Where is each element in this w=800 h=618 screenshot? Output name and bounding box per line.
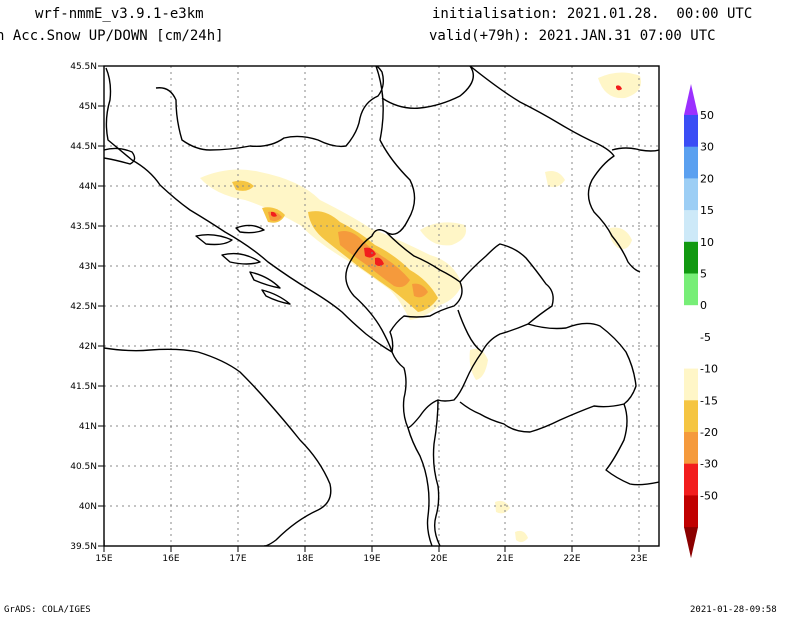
init-time: initialisation: 2021.01.28. 00:00 UTC [432, 6, 753, 22]
lat-label: 42N [79, 342, 97, 352]
snow-band-light [545, 171, 565, 188]
snow-band-strong [412, 283, 428, 298]
lat-label: 39.5N [70, 542, 97, 552]
coastline [104, 147, 136, 165]
lat-label: 45N [79, 102, 97, 112]
colorbar-swatch [684, 400, 698, 433]
lat-label: 43N [79, 262, 97, 272]
lat-label: 43.5N [70, 222, 97, 232]
lon-labels: 15E 16E 17E 18E 19E 20E 21E 22E 23E [95, 554, 647, 564]
colorbar-label: 10 [700, 236, 714, 249]
colorbar-swatch [684, 336, 698, 370]
snow-band-light [280, 183, 298, 202]
model-name: wrf-nmmE_v3.9.1-e3km [35, 6, 204, 22]
colorbar-cap-bottom [684, 527, 698, 559]
lon-label: 17E [229, 554, 246, 564]
island [235, 224, 265, 234]
border [345, 66, 416, 353]
render-timestamp: 2021-01-28-09:58 [690, 605, 777, 615]
lon-label: 20E [430, 554, 447, 564]
colorbar-label: -15 [700, 394, 718, 407]
snow-band-peak [375, 257, 384, 266]
colorbar [684, 84, 698, 559]
colorbar-label: 20 [700, 172, 714, 185]
island [221, 252, 261, 265]
colorbar-swatch [684, 241, 698, 274]
island [249, 271, 281, 289]
colorbar-swatch [684, 115, 698, 148]
colorbar-swatch [684, 305, 698, 338]
colorbar-swatch [684, 178, 698, 211]
lat-label: 41N [79, 422, 97, 432]
border [457, 243, 554, 353]
border [432, 399, 441, 546]
colorbar-label: 30 [700, 141, 714, 154]
snow-band-light [495, 500, 510, 514]
colorbar-label: 50 [700, 109, 714, 122]
border [469, 66, 641, 273]
lat-label: 41.5N [70, 382, 97, 392]
colorbar-label: -30 [700, 458, 718, 471]
lon-label: 16E [162, 554, 179, 564]
colorbar-label: 5 [700, 268, 707, 281]
lon-label: 22E [563, 554, 580, 564]
border [605, 403, 659, 486]
lon-label: 19E [363, 554, 380, 564]
boundaries [104, 66, 659, 546]
colorbar-swatch [684, 210, 698, 243]
graticule [104, 66, 659, 546]
lon-label: 15E [95, 554, 112, 564]
colorbar-label: 15 [700, 204, 714, 217]
lon-label: 23E [630, 554, 647, 564]
axis-ticks [98, 65, 640, 552]
snow-band-light [515, 530, 528, 543]
colorbar-label: 0 [700, 299, 707, 312]
snow-band-light [609, 227, 632, 249]
colorbar-swatch [684, 273, 698, 306]
lat-label: 45.5N [70, 62, 97, 72]
snow-band-strong [338, 231, 410, 288]
valid-time: valid(+79h): 2021.JAN.31 07:00 UTC [429, 28, 716, 44]
lat-label: 40N [79, 502, 97, 512]
snow-band-peak [616, 85, 622, 91]
field-title: n Acc.Snow UP/DOWN [cm/24h] [0, 28, 224, 44]
lat-label: 44N [79, 182, 97, 192]
lat-label: 44.5N [70, 142, 97, 152]
lat-label: 40.5N [70, 462, 97, 472]
border [611, 147, 659, 152]
colorbar-cap-top [684, 84, 698, 115]
lon-label: 21E [496, 554, 513, 564]
island [195, 233, 233, 246]
grads-credit: GrADS: COLA/IGES [4, 605, 91, 615]
colorbar-swatch [684, 495, 698, 528]
colorbar-swatch [684, 146, 698, 179]
coastline [105, 67, 433, 546]
lat-label: 42.5N [70, 302, 97, 312]
snow-band-light [469, 348, 488, 380]
colorbar-swatch [684, 432, 698, 465]
lat-labels: 39.5N 40N 40.5N 41N 41.5N 42N 42.5N 43N … [70, 62, 97, 552]
border [155, 66, 385, 151]
snow-field [200, 72, 641, 543]
border [459, 322, 637, 433]
colorbar-label: -10 [700, 363, 718, 376]
colorbar-swatch [684, 463, 698, 496]
snow-band-light [420, 222, 467, 246]
coastline [104, 347, 332, 546]
border [407, 351, 483, 429]
colorbar-label: -50 [700, 489, 718, 502]
border [385, 231, 463, 353]
snow-band-peak [364, 247, 376, 258]
island [261, 289, 291, 305]
colorbar-label: -5 [700, 331, 711, 344]
snow-band-light [598, 72, 641, 99]
snow-band-peak [271, 211, 277, 217]
colorbar-label: -20 [700, 426, 718, 439]
lon-label: 18E [296, 554, 313, 564]
colorbar-swatch [684, 368, 698, 401]
border [381, 66, 474, 109]
